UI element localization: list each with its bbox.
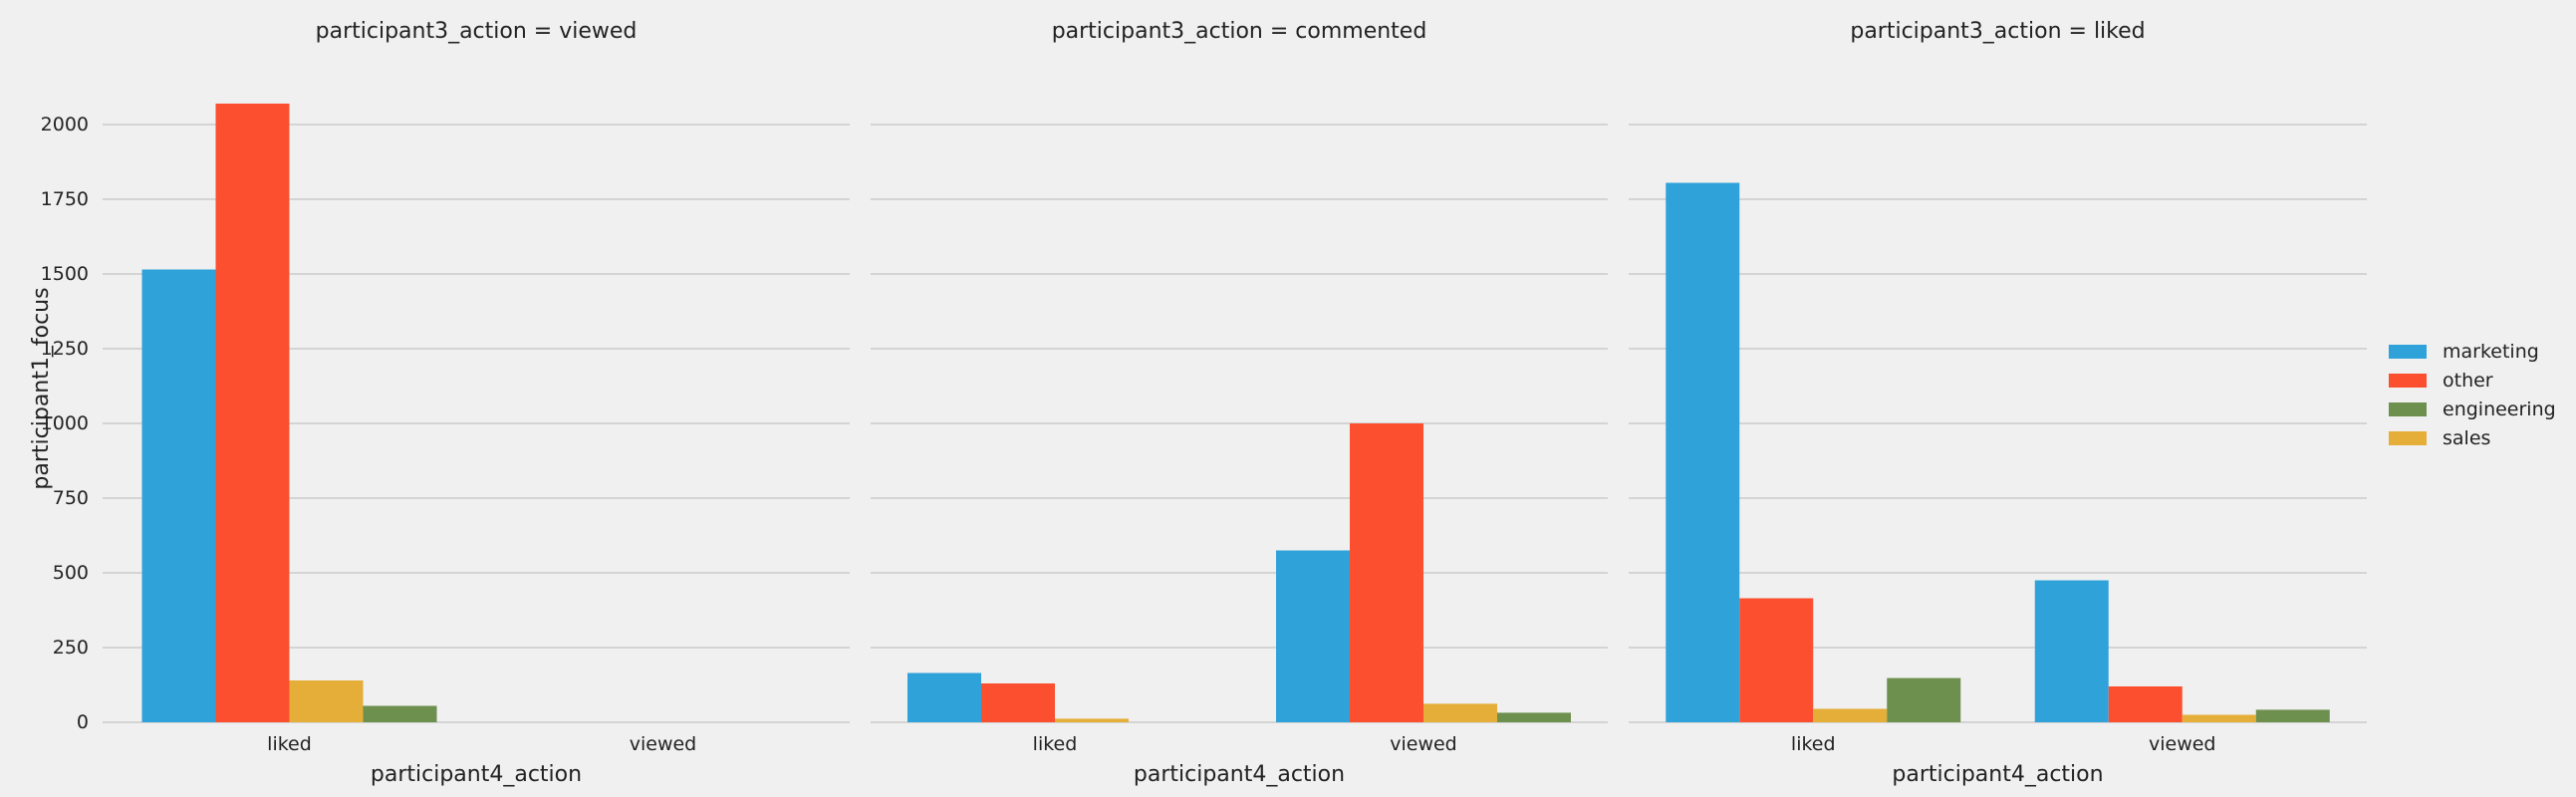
y-tick-label: 2000 xyxy=(41,114,89,135)
facet-panel: participant3_action = liked liked viewed pa… xyxy=(1629,19,2367,787)
panel-title: participant3_action = liked xyxy=(1850,19,2145,44)
y-tick-label: 1250 xyxy=(41,338,89,360)
bar-engineering-liked xyxy=(1887,677,1961,722)
bar-sales-liked xyxy=(1813,708,1888,722)
facet-panel: 0 250 500 750 1000 1250 1500 1750 2000 participan… xyxy=(41,19,850,787)
y-tick-label: 1000 xyxy=(41,412,89,434)
bar-marketing-viewed xyxy=(1276,550,1350,722)
bar-other-viewed xyxy=(2108,686,2183,722)
bar-sales-viewed xyxy=(1423,703,1497,722)
x-tick-label: liked xyxy=(1791,733,1836,755)
y-tick-label: 1500 xyxy=(41,263,89,285)
facet-panels: 0 250 500 750 1000 1250 1500 1750 2000 participan… xyxy=(41,19,2367,787)
bar-other-liked xyxy=(215,104,290,722)
bar-marketing-liked xyxy=(1666,182,1740,722)
legend-label-sales: sales xyxy=(2443,427,2490,449)
x-axis-label: participant4_action xyxy=(1134,762,1345,787)
x-tick-label: viewed xyxy=(2149,733,2216,755)
panel-title: participant3_action = viewed xyxy=(316,19,638,44)
legend-swatch-other xyxy=(2389,374,2427,388)
bar-marketing-liked xyxy=(141,269,216,722)
bar-other-liked xyxy=(981,683,1055,722)
bar-sales-liked xyxy=(289,680,364,722)
x-axis-label: participant4_action xyxy=(1892,762,2103,787)
y-tick-label: 500 xyxy=(53,562,89,584)
bar-marketing-viewed xyxy=(2034,580,2109,722)
y-tick-label: 1750 xyxy=(41,188,89,210)
bar-marketing-liked xyxy=(907,672,981,722)
legend-label-other: other xyxy=(2443,370,2493,392)
panel-title: participant3_action = commented xyxy=(1052,19,1427,44)
bar-engineering-liked xyxy=(363,705,437,722)
bar-other-viewed xyxy=(1350,423,1423,722)
legend-swatch-engineering xyxy=(2389,402,2427,416)
legend: marketing other engineering sales xyxy=(2389,341,2556,449)
legend-label-marketing: marketing xyxy=(2443,341,2539,363)
legend-label-engineering: engineering xyxy=(2443,398,2556,420)
y-tick-label: 250 xyxy=(53,637,89,659)
facet-panel: participant3_action = commented liked view… xyxy=(871,19,1608,787)
x-tick-label: viewed xyxy=(1390,733,1457,755)
legend-swatch-marketing xyxy=(2389,345,2427,359)
bar-engineering-viewed xyxy=(2255,709,2330,722)
x-tick-label: liked xyxy=(1033,733,1078,755)
bar-sales-viewed xyxy=(2182,714,2256,722)
bar-sales-liked xyxy=(1055,718,1129,722)
y-axis-label: participant1_focus xyxy=(29,287,54,489)
y-tick-label: 750 xyxy=(53,487,89,509)
x-axis-label: participant4_action xyxy=(371,762,582,787)
bar-engineering-viewed xyxy=(1497,712,1571,722)
legend-swatch-sales xyxy=(2389,431,2427,445)
y-tick-label: 0 xyxy=(77,711,89,733)
x-tick-label: viewed xyxy=(630,733,697,755)
x-tick-label: liked xyxy=(267,733,312,755)
bar-other-liked xyxy=(1739,598,1814,722)
